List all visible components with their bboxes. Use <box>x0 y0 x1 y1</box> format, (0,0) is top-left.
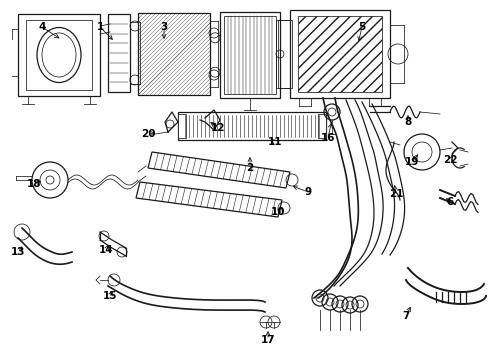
Text: 22: 22 <box>443 155 457 165</box>
Text: 14: 14 <box>98 245 113 255</box>
Text: 20: 20 <box>141 129 155 139</box>
Text: 21: 21 <box>389 189 403 199</box>
Bar <box>318 114 326 138</box>
Text: 18: 18 <box>27 179 41 189</box>
Text: 13: 13 <box>11 247 25 257</box>
Bar <box>108 14 130 92</box>
Bar <box>178 114 186 138</box>
Text: 2: 2 <box>246 163 254 173</box>
Bar <box>138 13 210 95</box>
Bar <box>224 16 276 94</box>
Text: 17: 17 <box>261 335 275 345</box>
Text: 8: 8 <box>404 117 412 127</box>
Bar <box>278 20 292 88</box>
Polygon shape <box>136 182 282 217</box>
Text: 10: 10 <box>271 207 285 217</box>
Text: 19: 19 <box>405 157 419 167</box>
Text: 4: 4 <box>38 22 46 32</box>
Text: 6: 6 <box>446 197 454 207</box>
Bar <box>178 112 326 140</box>
Text: 5: 5 <box>358 22 366 32</box>
Ellipse shape <box>37 27 81 82</box>
Polygon shape <box>148 152 290 188</box>
Bar <box>290 10 390 98</box>
Text: 1: 1 <box>97 22 103 32</box>
Text: 15: 15 <box>103 291 117 301</box>
Text: 3: 3 <box>160 22 168 32</box>
Bar <box>298 16 382 92</box>
Text: 9: 9 <box>304 187 312 197</box>
Text: 12: 12 <box>211 123 225 133</box>
Text: 11: 11 <box>268 137 282 147</box>
Bar <box>220 12 280 98</box>
Bar <box>26 20 92 90</box>
Bar <box>18 14 100 96</box>
Text: 7: 7 <box>402 311 410 321</box>
Text: 16: 16 <box>321 133 335 143</box>
